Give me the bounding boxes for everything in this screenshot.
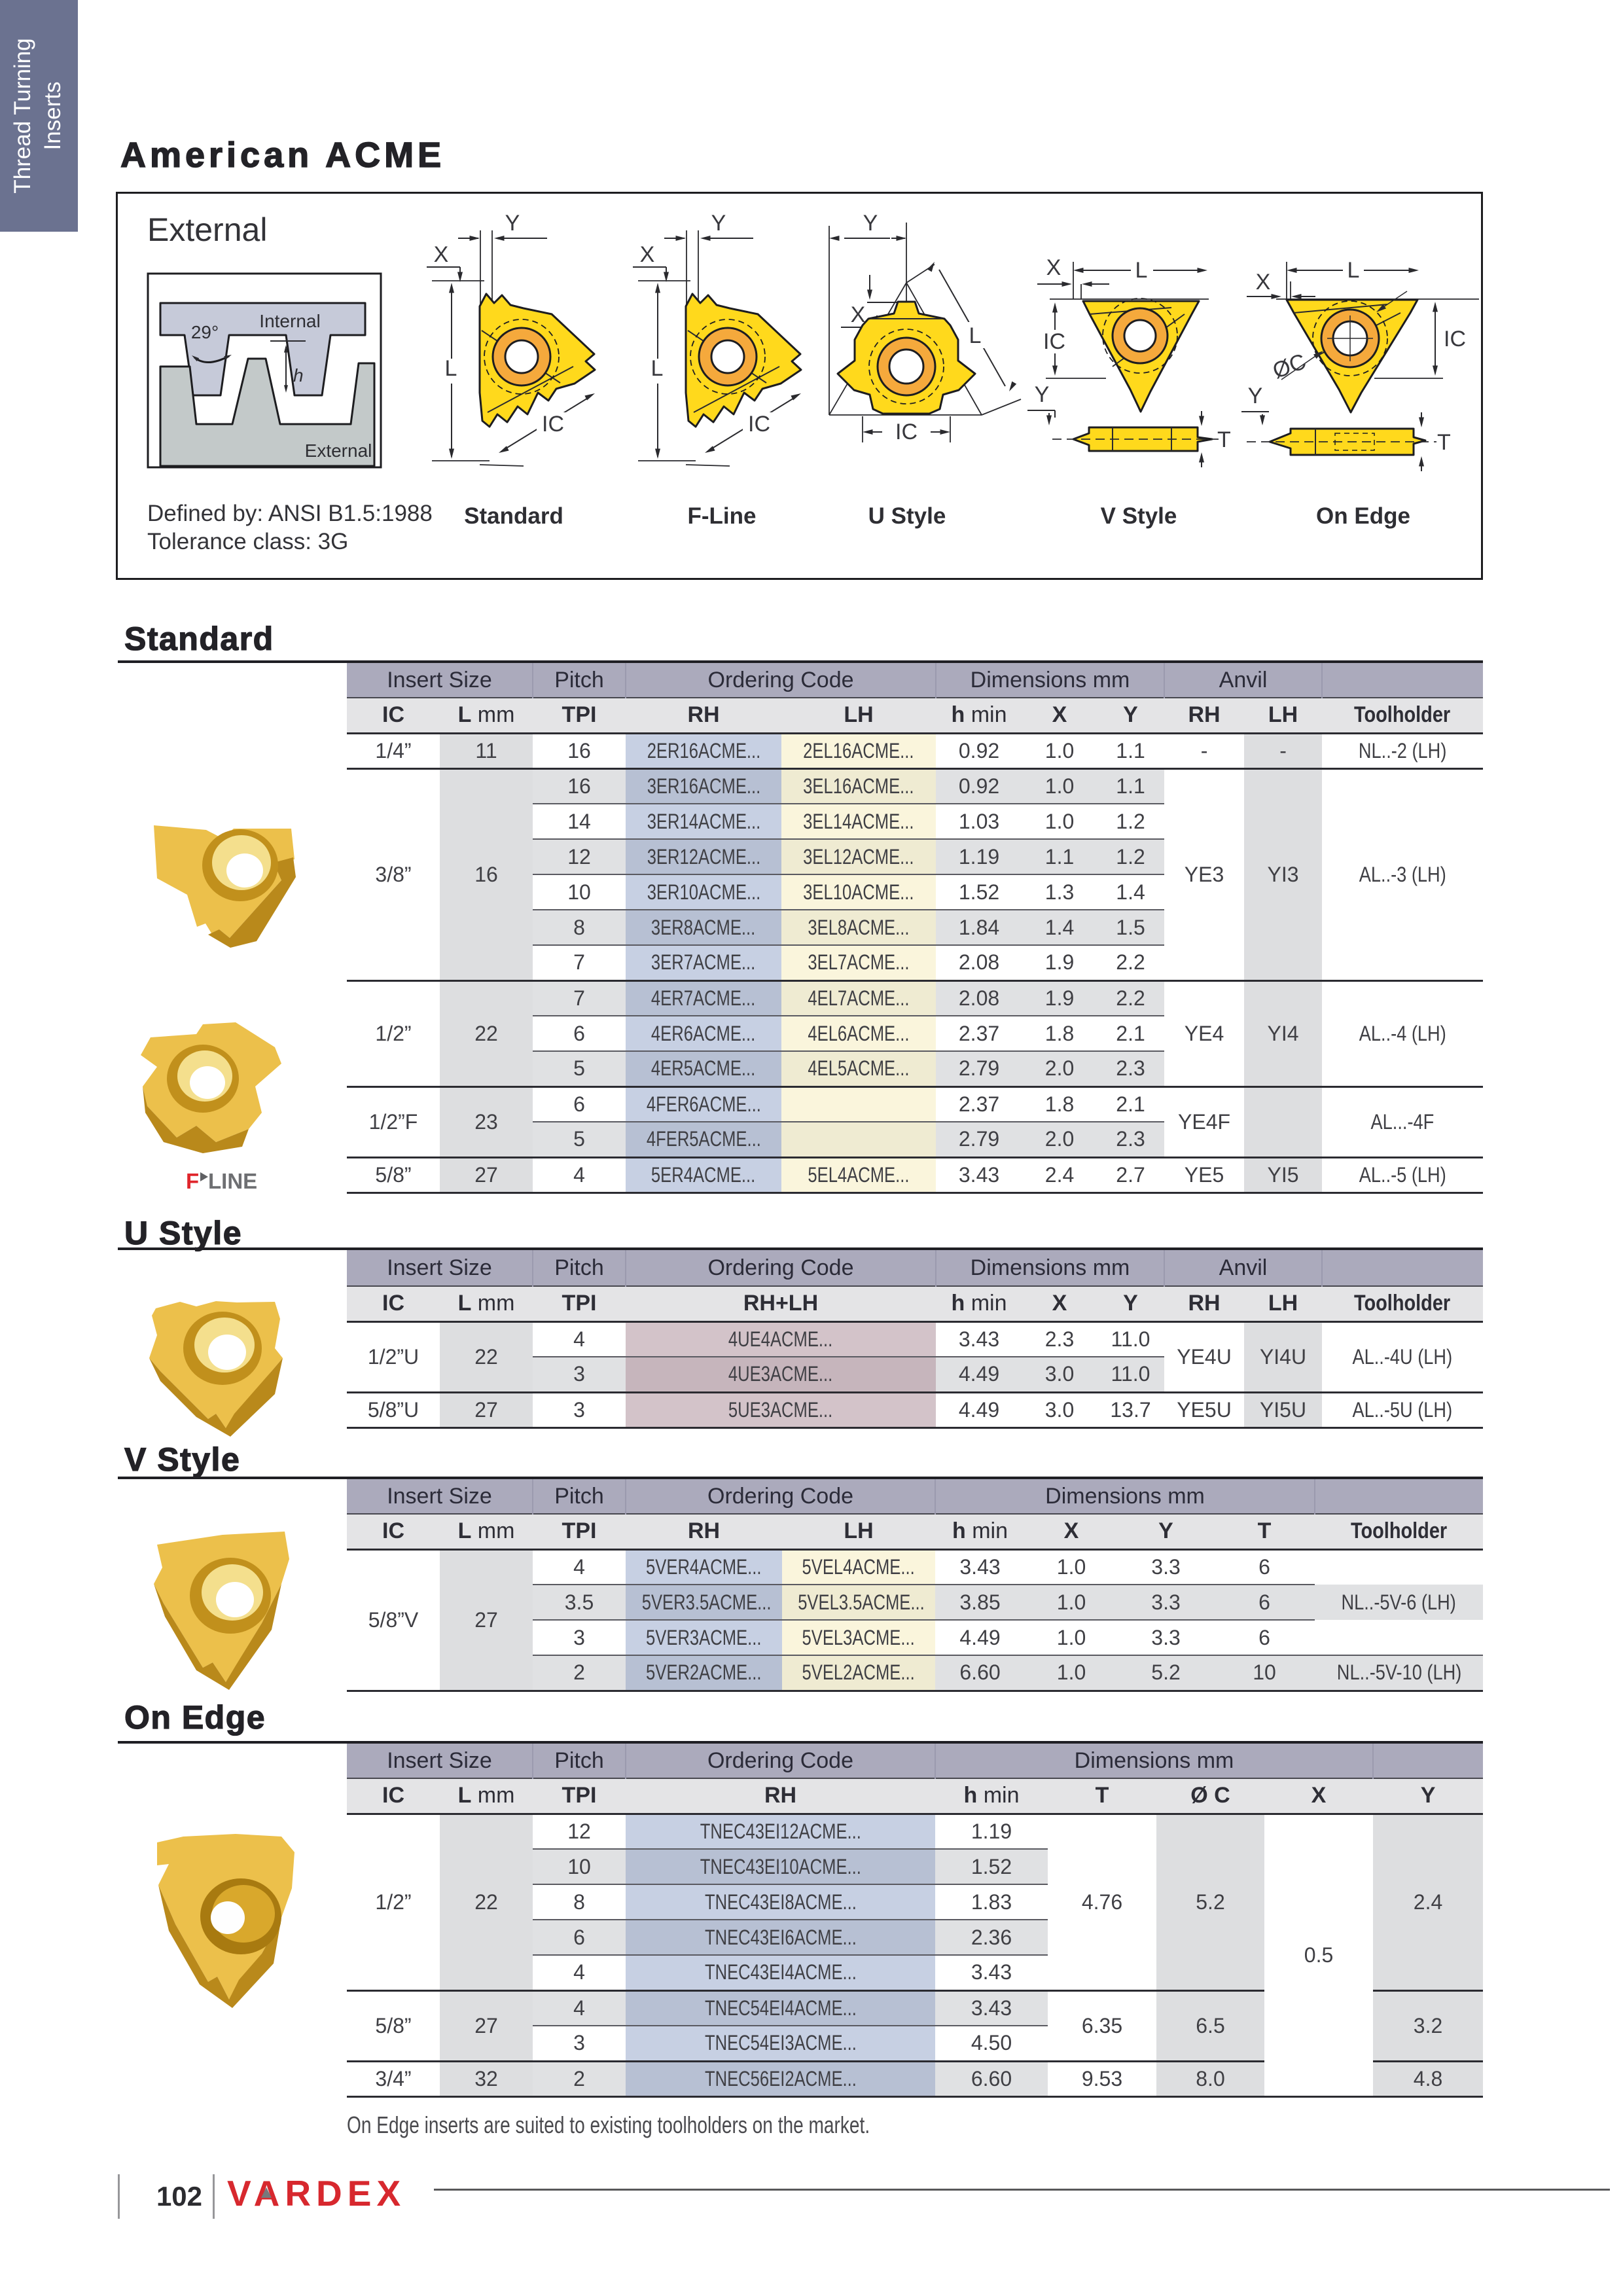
- svg-text:Y: Y: [1248, 384, 1263, 408]
- svg-text:L: L: [969, 323, 982, 348]
- svg-text:L: L: [1347, 258, 1360, 283]
- svg-text:X: X: [1046, 255, 1061, 280]
- svg-text:VARDEX: VARDEX: [227, 2173, 406, 2214]
- svg-text:Y: Y: [863, 211, 878, 236]
- svg-text:L: L: [651, 356, 664, 381]
- svg-text:L: L: [445, 356, 457, 381]
- svg-text:L: L: [1135, 258, 1148, 283]
- svg-text:IC: IC: [895, 420, 918, 444]
- svg-text:LINE: LINE: [208, 1169, 257, 1193]
- svg-text:Y: Y: [505, 211, 520, 236]
- svg-text:ØC: ØC: [1270, 349, 1310, 384]
- svg-text:h: h: [293, 365, 304, 386]
- svg-text:IC: IC: [542, 412, 564, 437]
- svg-text:29°: 29°: [191, 322, 219, 342]
- svg-text:IC: IC: [1444, 327, 1466, 351]
- svg-text:X: X: [434, 242, 449, 267]
- svg-text:Y: Y: [711, 211, 726, 236]
- svg-text:Internal: Internal: [259, 311, 320, 331]
- svg-text:X: X: [1256, 270, 1271, 295]
- svg-text:T: T: [1437, 430, 1451, 455]
- svg-text:IC: IC: [1043, 329, 1065, 354]
- svg-text:External: External: [305, 440, 372, 461]
- svg-text:V Style: V Style: [1101, 503, 1177, 529]
- svg-text:X: X: [851, 302, 866, 327]
- svg-text:U Style: U Style: [868, 503, 946, 529]
- svg-text:IC: IC: [748, 412, 770, 437]
- svg-text:X: X: [640, 242, 655, 267]
- svg-text:On Edge: On Edge: [1316, 503, 1410, 529]
- svg-text:F-Line: F-Line: [688, 503, 757, 529]
- svg-text:Standard: Standard: [464, 503, 563, 529]
- svg-text:T: T: [1217, 427, 1231, 452]
- svg-text:Y: Y: [1035, 382, 1050, 407]
- svg-text:F: F: [186, 1169, 199, 1193]
